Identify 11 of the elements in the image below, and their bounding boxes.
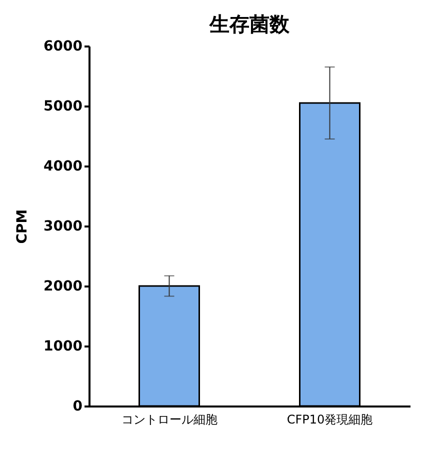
y-tick-label: 0 xyxy=(72,398,83,414)
x-tick-label: コントロール細胞 xyxy=(121,412,218,426)
x-tick-label: CFP10発現細胞 xyxy=(286,412,373,426)
y-tick-label: 1000 xyxy=(44,338,83,354)
y-tick-label: 4000 xyxy=(44,158,83,174)
y-tick-label: 2000 xyxy=(44,278,83,294)
y-tick-label: 5000 xyxy=(44,98,83,114)
y-tick-label: 3000 xyxy=(44,218,83,234)
chart-title: 生存菌数 xyxy=(208,12,290,36)
y-axis-title: CPM xyxy=(14,209,31,244)
y-tick-label: 6000 xyxy=(44,38,83,54)
